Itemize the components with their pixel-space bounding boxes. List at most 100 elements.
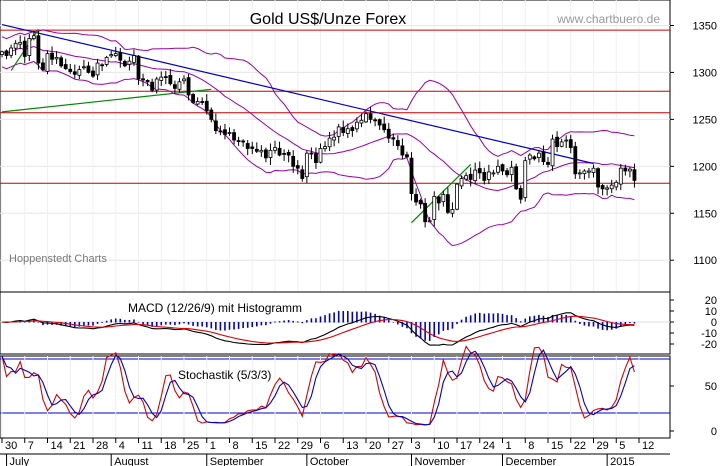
candle [386, 123, 391, 143]
date-tick-label: 15 [255, 440, 267, 452]
date-tick-label: 1 [506, 440, 512, 452]
candle [168, 69, 173, 86]
date-tick-label: 4 [119, 440, 125, 452]
watermark-text: www.chartbuero.de [556, 12, 660, 26]
date-tick-label: 8 [233, 440, 239, 452]
candle [104, 55, 109, 67]
candle [182, 75, 186, 85]
price-tick-label: 1200 [693, 161, 717, 173]
candle [477, 161, 482, 179]
candle [63, 58, 68, 71]
candle [200, 97, 205, 105]
candle [436, 195, 441, 211]
candle [286, 149, 291, 163]
candle [186, 73, 191, 101]
candle [282, 149, 287, 161]
candle [113, 46, 118, 58]
candle [291, 150, 296, 173]
month-label: December [506, 456, 557, 466]
candle [227, 127, 232, 136]
candle [423, 198, 428, 228]
candle [245, 140, 250, 156]
candle [532, 155, 537, 161]
candle [427, 216, 432, 223]
candle [82, 59, 86, 70]
price-tick-label: 1150 [693, 208, 717, 220]
candle [609, 179, 614, 194]
candle [86, 61, 91, 74]
month-label: July [10, 456, 30, 466]
candle [259, 145, 264, 157]
candle [405, 151, 409, 159]
candle [150, 78, 155, 93]
candle [41, 58, 45, 71]
candle [68, 63, 73, 74]
price-panel: 1100 1150 1200 1250 1300 1350 Gold US$/Unze F… [0, 0, 717, 293]
candle [486, 164, 491, 185]
candle [191, 92, 196, 104]
candle [587, 167, 591, 179]
candle [409, 152, 414, 201]
candle [22, 36, 27, 64]
candle [268, 143, 273, 166]
resistance-lines [0, 29, 670, 184]
candle [345, 123, 350, 138]
candle [0, 50, 4, 58]
candle [77, 65, 82, 80]
candle [505, 168, 509, 178]
date-tick-label: 22 [574, 440, 586, 452]
date-tick-label: 27 [392, 440, 404, 452]
candle [614, 180, 619, 191]
date-tick-label: 28 [96, 440, 108, 452]
candle [455, 183, 459, 211]
candle [523, 156, 528, 202]
candle [304, 150, 309, 184]
source-label: Hoppenstedt Charts [9, 253, 107, 265]
price-tick-label: 1100 [693, 255, 717, 267]
date-tick-label: 22 [278, 440, 290, 452]
candle [450, 202, 455, 218]
candlesticks [0, 30, 637, 228]
candle [400, 138, 405, 159]
candle [527, 153, 532, 165]
candle [432, 191, 437, 227]
stochastic-tick-label: 0 [711, 426, 717, 438]
candle [136, 55, 141, 85]
candle [582, 169, 587, 180]
candle [45, 50, 50, 75]
candle [218, 125, 223, 136]
candle [364, 111, 368, 123]
date-tick-label: 5 [619, 440, 625, 452]
macd-signal-line [1, 315, 635, 344]
candle [118, 47, 123, 68]
macd-tick-label: 0 [711, 317, 717, 329]
candle [391, 133, 396, 147]
date-tick-label: 25 [187, 440, 199, 452]
month-label: November [415, 456, 466, 466]
candle [546, 157, 550, 168]
date-tick-label: 24 [483, 440, 495, 452]
candle [332, 130, 337, 147]
date-tick-label: 21 [73, 440, 85, 452]
candle [172, 80, 177, 94]
candle [236, 136, 241, 146]
candle [327, 131, 332, 152]
candle [241, 139, 246, 147]
date-tick-label: 1 [210, 440, 216, 452]
candle [54, 51, 59, 64]
stochastic-d-line [1, 348, 635, 426]
candle [4, 49, 9, 60]
date-tick-label: 29 [301, 440, 313, 452]
candle [91, 66, 95, 79]
date-tick-label: 13 [346, 440, 358, 452]
chart-title: Gold US$/Unze Forex [250, 11, 407, 28]
macd-label: MACD (12/26/9) mit Histogramm [128, 301, 302, 315]
stochastic-label: Stochastik (5/3/3) [178, 368, 271, 382]
candle [154, 76, 159, 94]
candle [318, 143, 323, 164]
candle [163, 70, 168, 85]
trendline-up3 [411, 164, 472, 224]
candle [263, 147, 268, 163]
